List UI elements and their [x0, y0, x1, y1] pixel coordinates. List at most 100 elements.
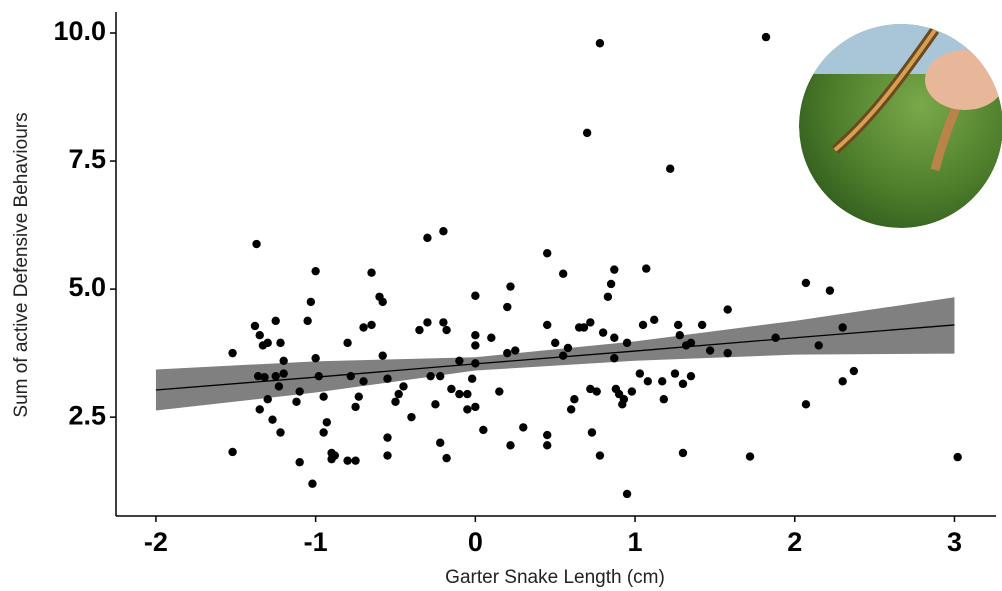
- point: [311, 354, 320, 363]
- point: [314, 371, 324, 381]
- point: [436, 371, 445, 381]
- x-tick-label: 0: [468, 527, 483, 557]
- point: [622, 489, 632, 499]
- point: [678, 448, 688, 458]
- point: [295, 458, 304, 467]
- point: [471, 330, 480, 340]
- point: [391, 397, 400, 406]
- point: [268, 415, 277, 424]
- point: [471, 359, 480, 368]
- point: [479, 425, 488, 435]
- point: [586, 384, 595, 394]
- point: [263, 395, 272, 404]
- point: [487, 333, 496, 342]
- point: [354, 392, 363, 401]
- point: [603, 292, 613, 301]
- point: [311, 266, 320, 276]
- point: [367, 320, 376, 330]
- point: [359, 323, 368, 332]
- point: [622, 338, 632, 348]
- x-tick-label: -1: [304, 527, 328, 557]
- point: [279, 356, 288, 366]
- point: [675, 330, 684, 340]
- point: [558, 351, 568, 360]
- point: [579, 323, 589, 332]
- point: [610, 354, 619, 363]
- point: [543, 441, 552, 450]
- point: [319, 428, 328, 437]
- point: [587, 428, 597, 437]
- point: [431, 400, 440, 409]
- point: [228, 447, 237, 457]
- point: [570, 395, 579, 404]
- point: [745, 452, 755, 461]
- y-axis-title: Sum of active Defensive Behaviours: [11, 112, 32, 417]
- point: [253, 371, 263, 381]
- point: [359, 377, 368, 386]
- point: [635, 369, 645, 378]
- point: [436, 438, 445, 447]
- y-tick-label: 10.0: [53, 16, 106, 46]
- point: [255, 405, 264, 414]
- point: [723, 305, 732, 314]
- point: [686, 371, 696, 381]
- point: [367, 268, 376, 277]
- point: [442, 325, 451, 335]
- point: [673, 320, 683, 330]
- point: [563, 343, 573, 353]
- point: [407, 412, 416, 422]
- point: [838, 323, 847, 332]
- point: [279, 369, 288, 378]
- point: [467, 374, 477, 383]
- point: [638, 320, 648, 330]
- point: [686, 338, 696, 348]
- point: [650, 315, 659, 325]
- point: [471, 341, 480, 350]
- point: [439, 318, 448, 327]
- point: [343, 338, 352, 348]
- point: [761, 32, 771, 42]
- point: [383, 451, 392, 460]
- point: [659, 395, 669, 404]
- point: [670, 369, 680, 378]
- point: [455, 356, 464, 366]
- point: [415, 325, 424, 335]
- point: [327, 454, 336, 464]
- point: [276, 428, 285, 437]
- point: [255, 330, 264, 340]
- point: [274, 382, 284, 391]
- point: [306, 297, 316, 307]
- point: [471, 291, 480, 300]
- point: [263, 338, 272, 348]
- point: [378, 297, 387, 307]
- point: [495, 387, 504, 396]
- point: [439, 227, 448, 236]
- point: [519, 423, 528, 432]
- y-tick-label: 5.0: [68, 272, 106, 302]
- point: [551, 338, 560, 348]
- point: [303, 316, 312, 326]
- point: [308, 479, 317, 488]
- point: [319, 392, 328, 401]
- point: [592, 387, 601, 396]
- point: [705, 346, 715, 355]
- point: [271, 316, 280, 326]
- point: [543, 249, 552, 258]
- point: [503, 302, 512, 312]
- point: [250, 321, 260, 331]
- fit-line: [155, 324, 955, 391]
- point: [346, 371, 355, 381]
- x-tick-label: -2: [144, 527, 168, 557]
- point: [619, 395, 629, 404]
- x-tick-label: 2: [787, 527, 802, 557]
- point: [463, 389, 472, 399]
- point: [598, 328, 608, 337]
- point: [276, 338, 285, 348]
- point: [463, 405, 472, 414]
- point: [351, 402, 360, 412]
- point: [471, 402, 480, 412]
- point: [658, 377, 667, 386]
- photo: [799, 24, 1002, 228]
